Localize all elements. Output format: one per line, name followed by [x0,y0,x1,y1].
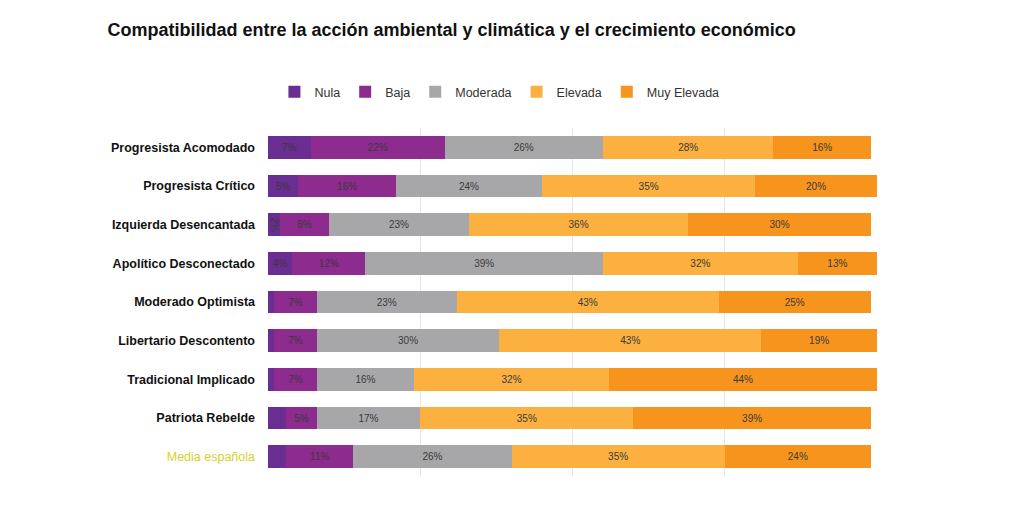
svg-text:Moderado Optimista: Moderado Optimista [134,295,256,309]
svg-text:Baja: Baja [385,86,410,100]
svg-text:2%: 2% [269,217,280,232]
svg-text:43%: 43% [578,297,598,308]
svg-text:19%: 19% [809,335,829,346]
svg-text:Muy Elevada: Muy Elevada [647,86,719,100]
svg-text:Tradicional Implicado: Tradicional Implicado [127,373,255,387]
svg-text:7%: 7% [288,374,303,385]
svg-text:26%: 26% [422,451,442,462]
svg-text:Libertario Descontento: Libertario Descontento [118,334,255,348]
svg-text:13%: 13% [827,258,847,269]
svg-text:39%: 39% [742,413,762,424]
svg-text:8%: 8% [297,219,312,230]
svg-text:24%: 24% [788,451,808,462]
svg-text:44%: 44% [733,374,753,385]
svg-text:17%: 17% [358,413,378,424]
svg-text:23%: 23% [389,219,409,230]
svg-text:16%: 16% [355,374,375,385]
svg-text:16%: 16% [337,181,357,192]
svg-text:7%: 7% [288,335,303,346]
svg-text:12%: 12% [319,258,339,269]
svg-text:30%: 30% [398,335,418,346]
svg-text:7%: 7% [288,297,303,308]
svg-text:22%: 22% [368,142,388,153]
svg-text:35%: 35% [639,181,659,192]
svg-text:26%: 26% [514,142,534,153]
svg-text:4%: 4% [273,258,288,269]
svg-text:30%: 30% [769,219,789,230]
svg-text:28%: 28% [678,142,698,153]
svg-text:32%: 32% [502,374,522,385]
svg-text:32%: 32% [690,258,710,269]
svg-text:11%: 11% [310,451,329,462]
svg-text:16%: 16% [812,142,832,153]
svg-text:Moderada: Moderada [455,86,511,100]
svg-text:36%: 36% [569,219,589,230]
svg-text:Progresista Acomodado: Progresista Acomodado [111,141,255,155]
svg-text:35%: 35% [608,451,628,462]
svg-text:43%: 43% [620,335,640,346]
svg-text:23%: 23% [377,297,397,308]
svg-text:Media española: Media española [167,450,255,464]
svg-text:24%: 24% [459,181,479,192]
svg-text:39%: 39% [474,258,494,269]
svg-text:5%: 5% [294,413,309,424]
svg-text:Nula: Nula [314,86,340,100]
svg-text:Elevada: Elevada [557,86,602,100]
svg-text:7%: 7% [282,142,297,153]
svg-text:Izquierda Desencantada: Izquierda Desencantada [112,218,256,232]
svg-text:5%: 5% [276,181,291,192]
svg-text:35%: 35% [517,413,537,424]
svg-text:20%: 20% [806,181,826,192]
svg-text:25%: 25% [785,297,805,308]
svg-text:Patriota Rebelde: Patriota Rebelde [156,411,255,425]
svg-text:Apolítico Desconectado: Apolítico Desconectado [113,257,256,271]
svg-text:Progresista Crítico: Progresista Crítico [143,179,255,193]
svg-text:Compatibilidad entre la acción: Compatibilidad entre la acción ambiental… [108,20,796,40]
